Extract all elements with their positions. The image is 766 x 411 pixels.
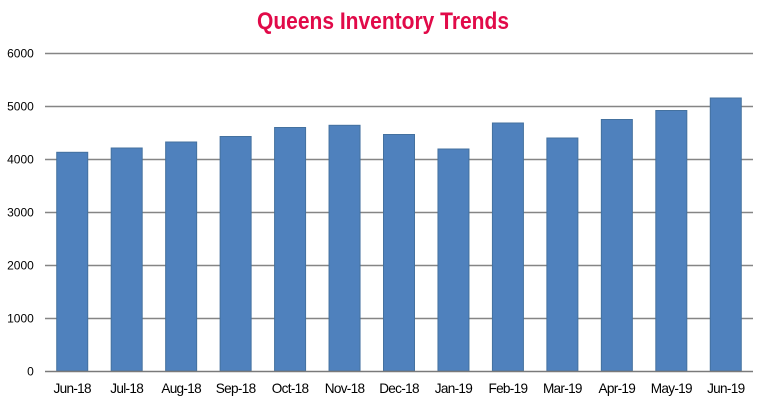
svg-text:Nov-18: Nov-18 [325,381,365,396]
svg-text:Apr-19: Apr-19 [599,381,636,396]
svg-text:Jun-19: Jun-19 [707,381,745,396]
svg-text:Dec-18: Dec-18 [379,381,419,396]
svg-text:5000: 5000 [7,100,34,114]
svg-text:Sep-18: Sep-18 [216,381,256,396]
svg-text:Queens Inventory Trends: Queens Inventory Trends [257,8,509,35]
svg-text:Jun-18: Jun-18 [54,381,92,396]
svg-text:6000: 6000 [7,47,34,61]
svg-text:2000: 2000 [7,259,34,273]
svg-text:Oct-18: Oct-18 [272,381,309,396]
svg-text:Mar-19: Mar-19 [543,381,582,396]
svg-text:Jul-18: Jul-18 [110,381,143,396]
svg-text:Aug-18: Aug-18 [161,381,201,396]
svg-text:3000: 3000 [7,206,34,220]
svg-text:4000: 4000 [7,153,34,167]
svg-text:0: 0 [27,365,34,379]
svg-text:Feb-19: Feb-19 [488,381,527,396]
svg-text:Jan-19: Jan-19 [435,381,473,396]
svg-text:May-19: May-19 [651,381,692,396]
svg-text:1000: 1000 [7,312,34,326]
